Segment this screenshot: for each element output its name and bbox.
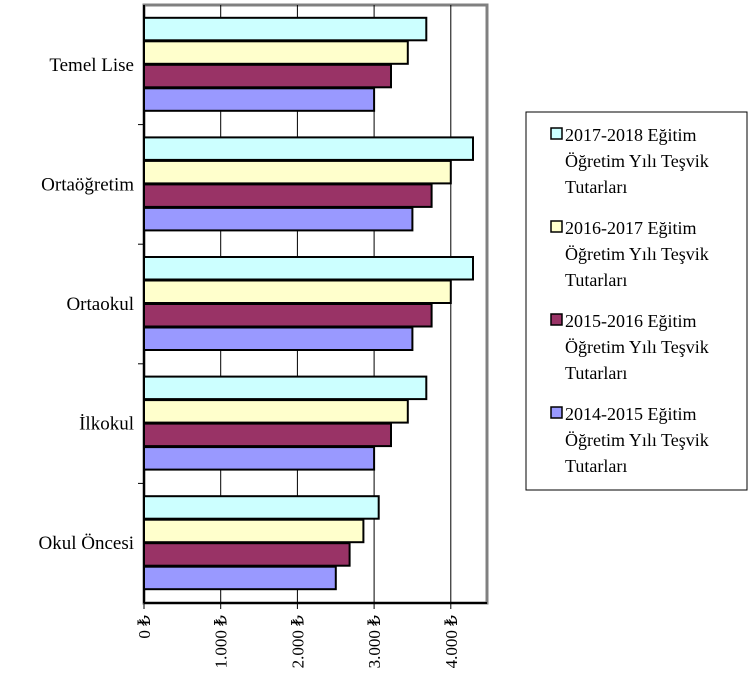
x-tick-label: 1.000 ₺: [212, 615, 231, 669]
category-label: Ortaöğretim: [41, 174, 134, 195]
bar: [143, 422, 392, 448]
bar: [143, 326, 414, 351]
x-axis: 0 ₺ 1.000 ₺ 2.000 ₺ 3.000 ₺ 4.000 ₺: [135, 603, 461, 668]
legend-label: Öğretim Yılı Teşvik: [565, 151, 709, 171]
category-labels: Temel Lise Ortaöğretim Ortaokul İlkokul Okul…: [38, 55, 134, 554]
bar: [143, 518, 365, 544]
bar: [143, 303, 433, 328]
legend-swatch: [550, 313, 563, 326]
bar: [143, 206, 414, 232]
bar: [143, 279, 452, 304]
bar: [143, 159, 452, 185]
legend-swatch: [550, 220, 563, 233]
bar: [143, 63, 392, 89]
bar: [143, 183, 433, 208]
bar: [143, 40, 409, 65]
legend-label: 2017-2018 Eğitim: [565, 125, 697, 145]
legend-label: 2016-2017 Eğitim: [565, 218, 697, 238]
bar: [143, 256, 474, 281]
bar: [143, 565, 337, 591]
plot-area: [138, 3, 489, 605]
bar: [143, 375, 428, 401]
legend: 2017-2018 Eğitim Öğretim Yılı Teşvik Tutar…: [525, 111, 748, 491]
category-label: Okul Öncesi: [38, 533, 134, 554]
bar: [143, 16, 428, 42]
legend-label: 2014-2015 Eğitim: [565, 404, 697, 424]
x-tick-label: 0 ₺: [135, 615, 154, 639]
legend-swatch: [550, 127, 563, 140]
legend-label: 2015-2016 Eğitim: [565, 311, 697, 331]
legend-swatch: [550, 406, 563, 419]
bar: [143, 87, 376, 112]
legend-frame: [525, 111, 748, 491]
x-tick-label: 2.000 ₺: [288, 615, 307, 669]
legend-label: Öğretim Yılı Teşvik: [565, 337, 709, 357]
legend-label: Tutarları: [565, 270, 627, 290]
bar: [143, 446, 376, 471]
x-tick-label: 3.000 ₺: [365, 615, 384, 669]
category-label: Temel Lise: [49, 55, 134, 76]
legend-label: Tutarları: [565, 456, 627, 476]
bar: [143, 542, 351, 567]
legend-label: Tutarları: [565, 177, 627, 197]
category-label: İlkokul: [79, 414, 134, 435]
x-tick-label: 4.000 ₺: [442, 615, 461, 669]
bar: [143, 399, 409, 424]
legend-label: Öğretim Yılı Teşvik: [565, 244, 709, 264]
legend-label: Öğretim Yılı Teşvik: [565, 430, 709, 450]
bar: [143, 495, 380, 520]
legend-label: Tutarları: [565, 363, 627, 383]
bar: [143, 136, 474, 161]
category-label: Ortaokul: [66, 294, 134, 315]
